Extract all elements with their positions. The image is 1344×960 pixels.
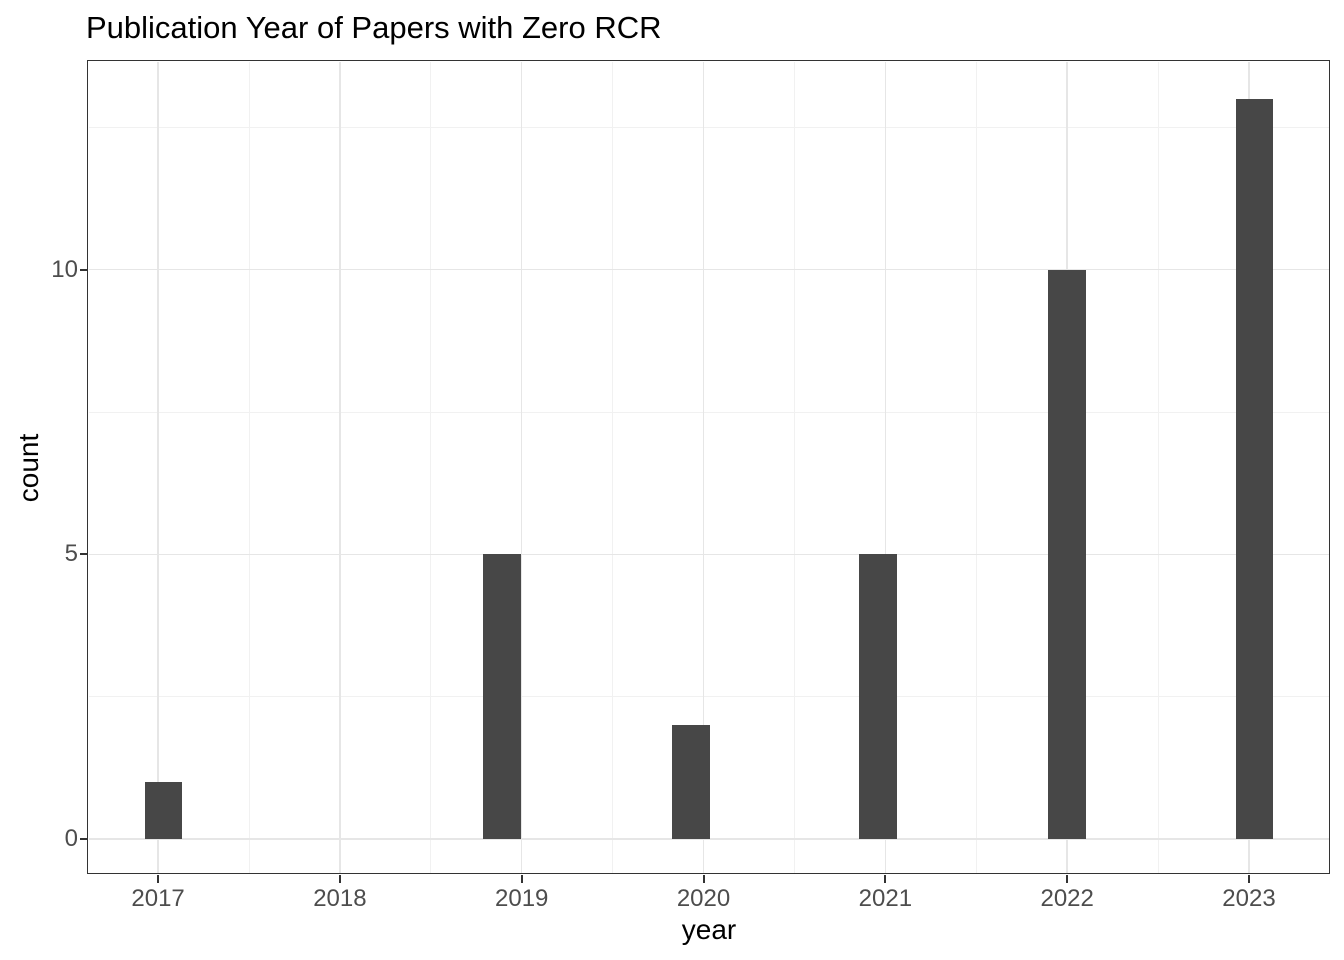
plot-panel bbox=[89, 62, 1329, 873]
x-minor-gridline bbox=[612, 62, 614, 873]
histogram-bar bbox=[1235, 98, 1274, 839]
x-tick-label: 2020 bbox=[676, 885, 731, 912]
y-major-gridline bbox=[89, 838, 1329, 840]
y-tick-label: 10 bbox=[51, 255, 78, 283]
histogram-bar bbox=[672, 725, 710, 839]
histogram-bar bbox=[482, 554, 521, 839]
x-major-gridline bbox=[157, 62, 159, 873]
x-major-gridline bbox=[520, 62, 523, 873]
x-minor-gridline bbox=[248, 62, 250, 873]
x-major-gridline bbox=[339, 62, 341, 873]
y-axis-title: count bbox=[13, 433, 44, 503]
y-major-gridline bbox=[89, 553, 1329, 556]
x-minor-gridline bbox=[793, 62, 795, 873]
x-tick-label: 2023 bbox=[1222, 885, 1276, 912]
x-tick-mark bbox=[884, 874, 887, 883]
x-minor-gridline bbox=[975, 62, 977, 873]
x-major-gridline bbox=[702, 62, 705, 873]
x-tick-label: 2021 bbox=[858, 885, 913, 912]
histogram-bar bbox=[144, 781, 183, 839]
plot-title: Publication Year of Papers with Zero RCR bbox=[86, 10, 662, 45]
y-minor-gridline bbox=[89, 126, 1329, 128]
x-minor-gridline bbox=[1157, 62, 1159, 873]
x-tick-mark bbox=[157, 874, 160, 883]
x-tick-label: 2018 bbox=[313, 885, 367, 912]
y-tick-mark bbox=[79, 837, 88, 840]
y-major-gridline bbox=[89, 268, 1329, 271]
x-minor-gridline bbox=[430, 62, 432, 873]
y-tick-mark bbox=[79, 268, 88, 271]
x-tick-mark bbox=[1248, 874, 1250, 883]
x-tick-label: 2017 bbox=[131, 885, 185, 912]
x-tick-mark bbox=[1066, 874, 1069, 883]
x-tick-mark bbox=[520, 874, 523, 883]
y-minor-gridline bbox=[89, 411, 1329, 413]
y-minor-gridline bbox=[89, 696, 1329, 698]
y-tick-label: 0 bbox=[64, 824, 78, 852]
x-tick-label: 2019 bbox=[495, 885, 549, 912]
x-major-gridline bbox=[884, 62, 887, 873]
y-tick-label: 5 bbox=[64, 540, 78, 568]
histogram-bar bbox=[859, 554, 897, 839]
x-axis-title: year bbox=[681, 914, 737, 945]
x-tick-mark bbox=[702, 874, 705, 883]
histogram-bar bbox=[1048, 269, 1086, 839]
x-tick-label: 2022 bbox=[1040, 885, 1094, 912]
y-tick-mark bbox=[79, 553, 88, 556]
x-tick-mark bbox=[338, 874, 341, 883]
